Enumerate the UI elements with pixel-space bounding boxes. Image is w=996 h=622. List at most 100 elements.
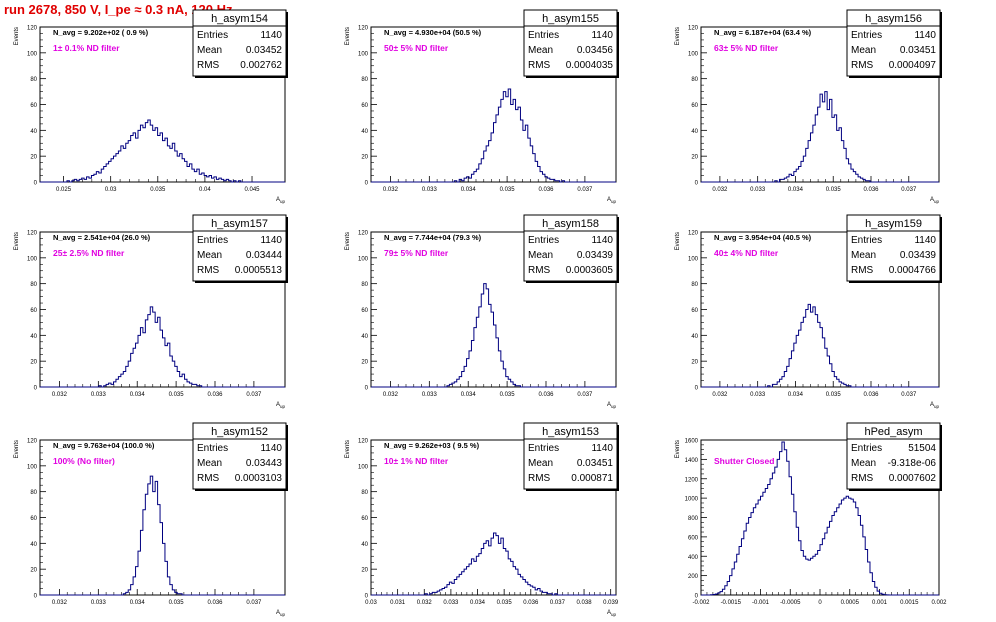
x-tick-label: 0.03 bbox=[365, 600, 377, 606]
x-tick-label: 0.0005 bbox=[841, 600, 860, 606]
x-tick-label: 0.037 bbox=[550, 600, 566, 606]
filter-label: 79± 5% ND filter bbox=[384, 248, 449, 258]
y-tick-label: 100 bbox=[358, 51, 369, 57]
x-tick-label: 0.034 bbox=[461, 187, 477, 193]
histogram-panel-h_asym153: 0 20 40 60 80 100 120 0.03 0.031 0.032 0.033 0.034 0… bbox=[345, 422, 619, 617]
filter-label: 25± 2.5% ND filter bbox=[53, 248, 125, 258]
y-tick-label: 60 bbox=[691, 103, 698, 109]
x-axis-label: Aup bbox=[607, 402, 617, 409]
stats-rms-label: RMS bbox=[851, 60, 874, 71]
stats-rms-label: RMS bbox=[197, 60, 220, 71]
y-tick-label: 0 bbox=[695, 386, 699, 392]
x-tick-label: 0.032 bbox=[52, 392, 68, 398]
y-tick-label: 100 bbox=[27, 256, 38, 262]
y-tick-label: 20 bbox=[691, 155, 698, 161]
x-tick-label: -0.002 bbox=[692, 600, 710, 606]
y-tick-label: 60 bbox=[30, 516, 37, 522]
histogram-name: h_asym159 bbox=[865, 218, 922, 230]
stats-rms-value: 0.0005513 bbox=[235, 265, 283, 276]
y-tick-label: 100 bbox=[27, 51, 38, 57]
histogram-panel-h_asym152: 0 20 40 60 80 100 120 0.032 0.033 0.034 0.035 0.036… bbox=[14, 422, 288, 617]
x-axis-label: Aup bbox=[276, 610, 286, 617]
stats-entries-label: Entries bbox=[851, 30, 882, 41]
y-tick-label: 20 bbox=[691, 360, 698, 366]
stats-entries-label: Entries bbox=[528, 235, 559, 246]
x-tick-label: 0.032 bbox=[712, 392, 728, 398]
filter-label: 50± 5% ND filter bbox=[384, 43, 449, 53]
histogram-name: h_asym153 bbox=[542, 426, 599, 438]
stats-entries-label: Entries bbox=[851, 235, 882, 246]
x-tick-label: 0.033 bbox=[91, 392, 107, 398]
y-axis-label: Events bbox=[675, 27, 681, 45]
stats-entries-value: 1140 bbox=[591, 30, 613, 41]
histogram-name: h_asym154 bbox=[211, 13, 268, 25]
histogram-panel-h_asym155: 0 20 40 60 80 100 120 0.032 0.033 0.034 0.035 0.036… bbox=[345, 9, 619, 204]
y-tick-label: 120 bbox=[688, 26, 699, 32]
stats-rms-label: RMS bbox=[528, 265, 551, 276]
stats-mean-label: Mean bbox=[528, 250, 553, 261]
x-tick-label: 0.037 bbox=[577, 187, 593, 193]
y-tick-label: 600 bbox=[688, 535, 699, 541]
y-tick-label: 20 bbox=[30, 155, 37, 161]
y-tick-label: 60 bbox=[30, 103, 37, 109]
histogram-line bbox=[40, 306, 285, 388]
stats-mean-label: Mean bbox=[197, 45, 222, 56]
x-tick-label: 0.035 bbox=[497, 600, 513, 606]
x-tick-label: 0.036 bbox=[207, 392, 223, 398]
stats-entries-value: 1140 bbox=[591, 443, 613, 454]
histogram-panel-h_asym158: 0 20 40 60 80 100 120 0.032 0.033 0.034 0.035 0.036… bbox=[345, 214, 619, 409]
y-axis-label: Events bbox=[14, 27, 20, 45]
stats-entries-value: 1140 bbox=[914, 30, 936, 41]
stats-entries-label: Entries bbox=[197, 443, 228, 454]
navg-label: N_avg = 9.262e+03 ( 9.5 %) bbox=[384, 441, 480, 450]
x-tick-label: 0.036 bbox=[863, 392, 879, 398]
histogram-panel-h_asym156: 0 20 40 60 80 100 120 0.032 0.033 0.034 0.035 0.036… bbox=[675, 9, 942, 204]
x-tick-label: 0.039 bbox=[603, 600, 619, 606]
x-tick-label: 0.034 bbox=[461, 392, 477, 398]
x-tick-label: 0.035 bbox=[169, 392, 185, 398]
x-tick-label: 0.032 bbox=[712, 187, 728, 193]
stats-entries-label: Entries bbox=[197, 30, 228, 41]
x-axis-label: Aup bbox=[607, 610, 617, 617]
y-axis-label: Events bbox=[345, 232, 351, 250]
y-tick-label: 20 bbox=[361, 155, 368, 161]
navg-label: N_avg = 6.187e+04 (63.4 %) bbox=[714, 28, 812, 37]
y-tick-label: 40 bbox=[691, 334, 698, 340]
stats-mean-value: 0.03451 bbox=[900, 45, 937, 56]
stats-mean-label: Mean bbox=[851, 458, 876, 469]
y-axis-label: Events bbox=[345, 440, 351, 458]
filter-label: 40± 4% ND filter bbox=[714, 248, 779, 258]
stats-rms-value: 0.0004035 bbox=[566, 60, 614, 71]
histogram-name: h_asym156 bbox=[865, 13, 922, 25]
x-tick-label: 0.033 bbox=[422, 187, 438, 193]
y-tick-label: 120 bbox=[358, 26, 369, 32]
x-tick-label: 0.034 bbox=[130, 392, 146, 398]
run-title: run 2678, 850 V, I_pe ≈ 0.3 nA, 120 Hz bbox=[4, 2, 233, 17]
x-tick-label: 0.033 bbox=[422, 392, 438, 398]
x-tick-label: 0.036 bbox=[207, 600, 223, 606]
stats-rms-label: RMS bbox=[197, 473, 220, 484]
stats-rms-value: 0.002762 bbox=[240, 60, 282, 71]
stats-mean-label: Mean bbox=[851, 45, 876, 56]
x-axis-label: Aup bbox=[930, 197, 940, 204]
histogram-line bbox=[40, 119, 285, 183]
stats-box bbox=[192, 9, 287, 77]
histogram-name: h_asym152 bbox=[211, 426, 268, 438]
x-tick-label: 0.032 bbox=[383, 392, 399, 398]
y-tick-label: 60 bbox=[361, 103, 368, 109]
y-tick-label: 120 bbox=[27, 231, 38, 237]
x-tick-label: -0.001 bbox=[752, 600, 770, 606]
stats-box bbox=[192, 214, 287, 282]
y-tick-label: 1200 bbox=[685, 477, 699, 483]
x-axis-label: Aup bbox=[930, 402, 940, 409]
x-tick-label: 0.037 bbox=[246, 392, 262, 398]
y-tick-label: 40 bbox=[30, 542, 37, 548]
navg-label: N_avg = 7.744e+04 (79.3 %) bbox=[384, 233, 482, 242]
y-tick-label: 80 bbox=[691, 77, 698, 83]
x-tick-label: 0.033 bbox=[443, 600, 459, 606]
stats-entries-value: 1140 bbox=[914, 235, 936, 246]
stats-rms-value: 0.0003103 bbox=[235, 473, 283, 484]
y-tick-label: 400 bbox=[688, 555, 699, 561]
x-tick-label: 0.035 bbox=[500, 187, 516, 193]
y-tick-label: 0 bbox=[695, 181, 699, 187]
